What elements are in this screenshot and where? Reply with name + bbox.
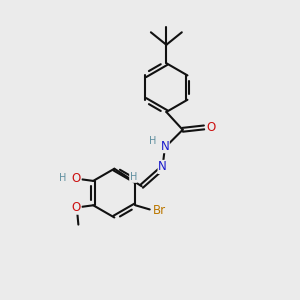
Text: H: H (130, 172, 137, 182)
Text: O: O (206, 121, 215, 134)
Text: O: O (72, 201, 81, 214)
Text: H: H (59, 173, 66, 183)
Text: N: N (160, 140, 169, 153)
Text: H: H (149, 136, 156, 146)
Text: N: N (158, 160, 167, 173)
Text: Br: Br (153, 204, 166, 217)
Text: O: O (72, 172, 81, 185)
